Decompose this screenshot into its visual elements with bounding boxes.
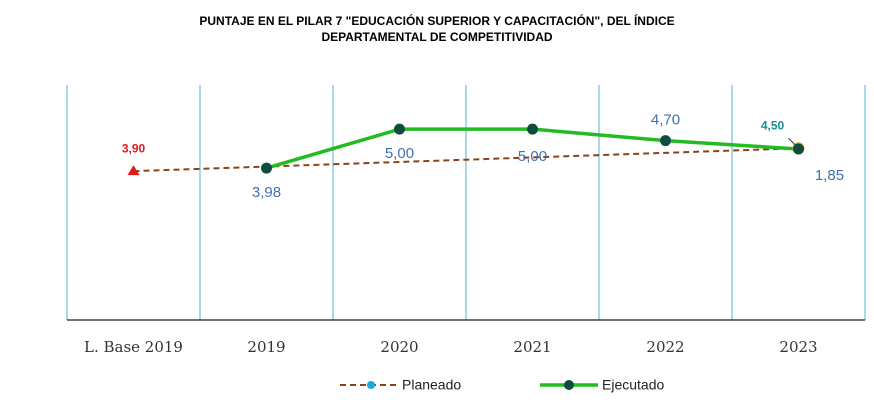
legend-label: Ejecutado — [602, 377, 664, 393]
x-tick-label: 2019 — [247, 338, 285, 356]
legend-label: Planeado — [402, 377, 461, 393]
x-tick-label: 2020 — [380, 338, 418, 356]
annotation: 1,85 — [815, 167, 844, 184]
data-label: 4,70 — [651, 112, 680, 129]
marker — [793, 143, 804, 155]
data-label: 5,00 — [385, 145, 414, 162]
x-tick-label: L. Base 2019 — [84, 338, 183, 356]
legend-marker — [367, 381, 375, 389]
marker — [660, 135, 671, 147]
data-label: 5,00 — [518, 148, 547, 165]
data-label: 3,98 — [252, 184, 281, 201]
marker — [261, 162, 272, 174]
marker — [394, 123, 405, 135]
series-line — [133, 147, 799, 173]
x-tick-label: 2021 — [513, 338, 551, 356]
marker — [527, 123, 538, 135]
x-tick-label: 2022 — [646, 338, 684, 356]
chart-title: PUNTAJE EN EL PILAR 7 "EDUCACIÓN SUPERIO… — [199, 13, 674, 28]
data-label: 4,50 — [761, 118, 785, 132]
chart-title: DEPARTAMENTAL DE COMPETITIVIDAD — [321, 30, 552, 44]
legend-marker — [564, 380, 574, 390]
marker — [127, 165, 140, 176]
x-tick-label: 2023 — [779, 338, 817, 356]
data-label: 3,90 — [122, 141, 146, 155]
